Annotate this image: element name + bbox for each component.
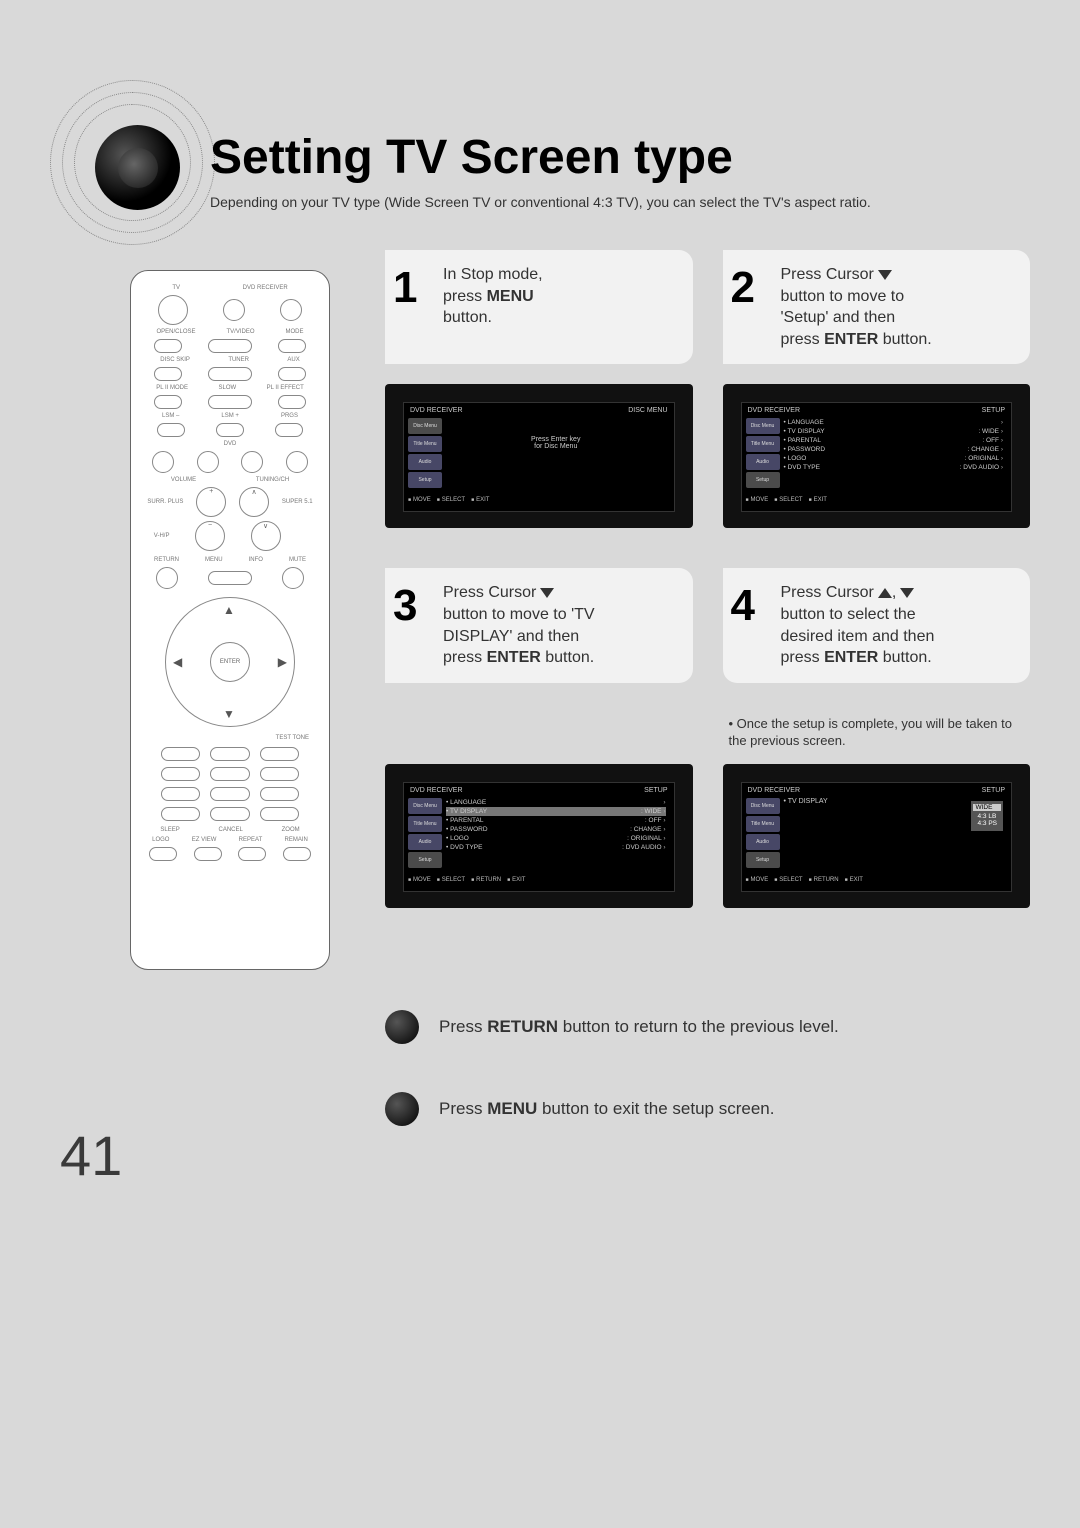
bullet-icon [385, 1092, 419, 1126]
cursor-down-icon [896, 584, 914, 601]
cursor-down-icon [874, 266, 892, 283]
speaker-graphic [50, 80, 215, 245]
cursor-down-icon [536, 584, 554, 601]
step-4: 4 Press Cursor, button to select the des… [723, 568, 1031, 682]
page-title: Setting TV Screen type [210, 130, 1020, 185]
setup-note: • Once the setup is complete, you will b… [729, 715, 1031, 750]
step-number: 2 [731, 258, 755, 317]
tv-screenshot-3: DVD RECEIVERSETUP Disc MenuTitle MenuAud… [385, 764, 693, 908]
remote-control-diagram: TVDVD RECEIVER OPEN/CLOSETV/VIDEOMODE DI… [130, 270, 330, 970]
tv-screenshot-2: DVD RECEIVERSETUP Disc MenuTitle MenuAud… [723, 384, 1031, 528]
step-2: 2 Press Cursor button to move to 'Setup'… [723, 250, 1031, 364]
tv-screenshot-4: DVD RECEIVERSETUP Disc MenuTitle MenuAud… [723, 764, 1031, 908]
page-number: 41 [60, 1123, 122, 1188]
page-subtitle: Depending on your TV type (Wide Screen T… [210, 193, 1020, 213]
return-instruction: Press RETURN button to return to the pre… [385, 1010, 1020, 1044]
bullet-icon [385, 1010, 419, 1044]
step-number: 4 [731, 576, 755, 635]
step-number: 1 [393, 258, 417, 317]
tv-screenshot-1: DVD RECEIVERDISC MENU Disc MenuTitle Men… [385, 384, 693, 528]
menu-instruction: Press MENU button to exit the setup scre… [385, 1092, 1020, 1126]
cursor-up-icon [874, 584, 892, 601]
step-number: 3 [393, 576, 417, 635]
step-3: 3 Press Cursor button to move to 'TV DIS… [385, 568, 693, 682]
step-1: 1 In Stop mode, press MENU button. [385, 250, 693, 364]
